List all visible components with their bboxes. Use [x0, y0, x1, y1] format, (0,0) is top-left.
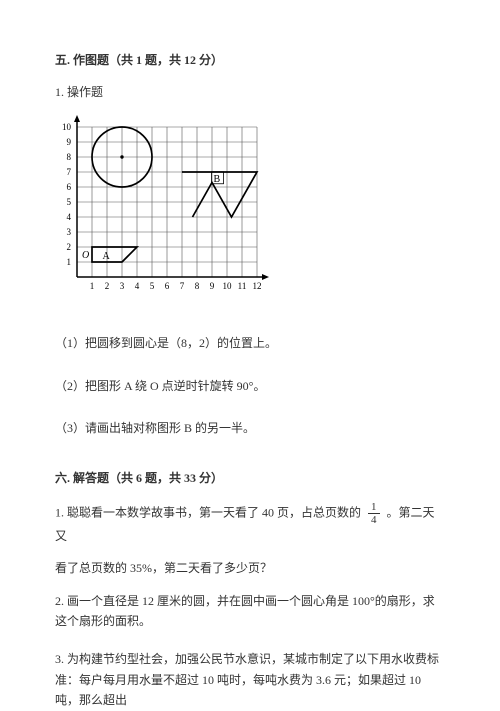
- svg-text:1: 1: [90, 281, 95, 291]
- svg-text:1: 1: [67, 257, 72, 267]
- svg-text:B: B: [214, 174, 221, 185]
- q1-text-a: 1. 聪聪看一本数学故事书，第一天看了 40 页，占总页数的: [55, 505, 361, 519]
- task-1: （1）把圆移到圆心是（8，2）的位置上。: [55, 333, 445, 353]
- svg-text:9: 9: [210, 281, 215, 291]
- q1-fraction: 1 4: [368, 501, 380, 526]
- q1-text-c: 看了总页数的 35%，第二天看了多少页？: [55, 558, 445, 578]
- svg-text:11: 11: [238, 281, 247, 291]
- task-2: （2）把图形 A 绕 O 点逆时针旋转 90°。: [55, 376, 445, 396]
- svg-text:8: 8: [195, 281, 200, 291]
- svg-text:6: 6: [67, 182, 72, 192]
- svg-text:5: 5: [67, 197, 72, 207]
- svg-text:5: 5: [150, 281, 155, 291]
- section5-subtitle: 1. 操作题: [55, 82, 445, 102]
- svg-text:3: 3: [120, 281, 125, 291]
- svg-text:4: 4: [67, 212, 72, 222]
- svg-text:2: 2: [67, 242, 72, 252]
- svg-text:3: 3: [67, 227, 72, 237]
- svg-text:O: O: [82, 250, 89, 261]
- svg-text:10: 10: [223, 281, 233, 291]
- svg-text:4: 4: [135, 281, 140, 291]
- svg-text:A: A: [103, 251, 111, 262]
- grid-chart: 12345678910111212345678910OAB: [55, 115, 270, 305]
- svg-text:8: 8: [67, 152, 72, 162]
- section6-title: 六. 解答题（共 6 题，共 33 分）: [55, 468, 445, 488]
- svg-text:7: 7: [67, 167, 72, 177]
- question-1: 1. 聪聪看一本数学故事书，第一天看了 40 页，占总页数的 1 4 。第二天又: [55, 501, 445, 547]
- svg-text:9: 9: [67, 137, 72, 147]
- svg-text:6: 6: [165, 281, 170, 291]
- chart-container: 12345678910111212345678910OAB: [55, 115, 445, 311]
- section5-title: 五. 作图题（共 1 题，共 12 分）: [55, 50, 445, 70]
- svg-text:10: 10: [62, 122, 72, 132]
- question-3: 3. 为构建节约型社会，加强公民节水意识，某城市制定了以下用水收费标准：每户每月…: [55, 649, 445, 710]
- svg-text:2: 2: [105, 281, 110, 291]
- task-3: （3）请画出轴对称图形 B 的另一半。: [55, 418, 445, 438]
- svg-text:7: 7: [180, 281, 185, 291]
- svg-text:12: 12: [253, 281, 262, 291]
- question-2: 2. 画一个直径是 12 厘米的圆，并在圆中画一个圆心角是 100°的扇形，求这…: [55, 591, 445, 632]
- fraction-numerator: 1: [368, 501, 380, 514]
- fraction-denominator: 4: [368, 514, 380, 526]
